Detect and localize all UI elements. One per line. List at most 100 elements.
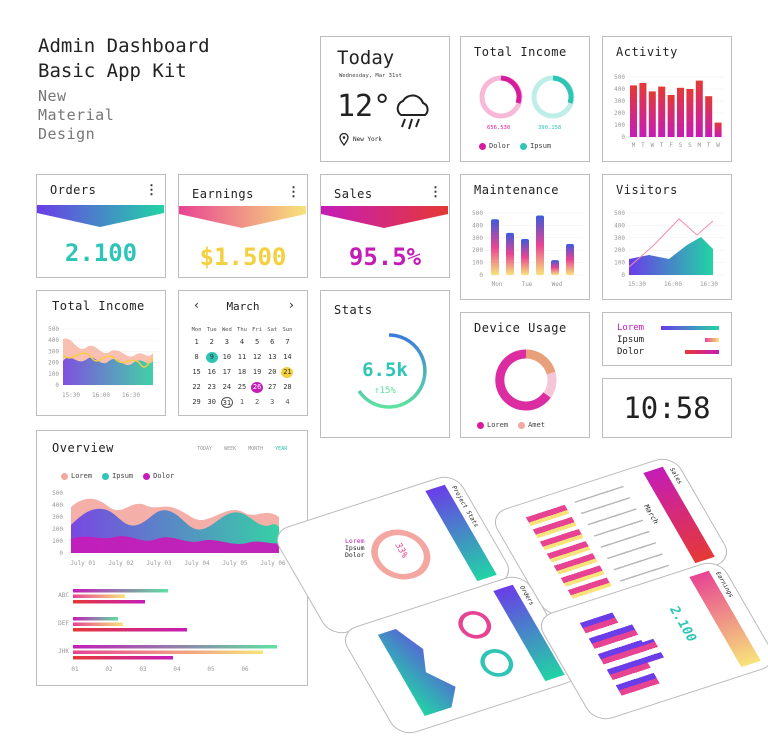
calendar-day[interactable]: 2 [209,338,214,346]
calendar-day[interactable]: 22 [192,383,201,391]
calendar-day[interactable]: 5 [255,338,260,346]
today-card[interactable]: Today Wednesday, Mar 31st 12° New York [320,36,450,162]
subtitle-line-2: Material [38,106,115,124]
visitors-card[interactable]: Visitors 500 400 300 200 100 0 15:30 16:00 16:30 [602,174,732,300]
x-tick-label: 15:30 [628,281,646,288]
calendar-day[interactable]: 9 [204,352,219,363]
overview-card[interactable]: Overview TODAY WEEK MONTH YEAR Lorem Ips… [36,430,308,686]
calendar-day[interactable]: 14 [283,353,292,361]
calendar-day[interactable]: 18 [237,368,247,376]
overview-bar-chart: ABC DEF JHK 01 02 03 04 05 06 [58,589,277,673]
calendar-day[interactable]: 1 [194,338,199,346]
calendar-day[interactable]: 26 [251,382,264,393]
activity-bar [667,95,675,137]
clock-time: 10:58 [623,391,711,425]
maintenance-bar [521,239,529,275]
clock-card[interactable]: 10:58 [602,378,732,438]
stats-card[interactable]: Stats 6.5k ↑15% [320,290,450,438]
device-usage-card[interactable]: Device Usage Lorem Amet [460,312,590,438]
phone-donut [452,607,497,643]
calendar-day[interactable]: 20 [268,368,277,376]
calendar-day[interactable]: 27 [268,383,277,391]
y-tick-label: 300 [472,235,483,242]
tab-today[interactable]: TODAY [197,446,213,452]
calendar-day[interactable]: 2 [255,398,260,406]
earnings-banner [179,206,306,228]
maintenance-card[interactable]: Maintenance 500 400 300 200 100 0 Mon Tue Wed [460,174,590,300]
calendar-day[interactable]: 17 [222,368,232,376]
y-tick-label: 100 [614,122,625,129]
legend-row: Dolor [617,347,645,357]
title-line-2: Basic App Kit [38,60,187,82]
x-tick-label: T [707,142,711,149]
calendar-weekday: Thu [237,327,247,333]
y-tick-label: 400 [472,222,483,229]
bar-group-label: DEF [58,620,69,627]
calendar-day[interactable]: 11 [237,353,247,361]
y-tick-label: 500 [48,326,59,333]
calendar-day[interactable]: 19 [252,368,262,376]
more-options-icon[interactable]: ⋮ [287,185,300,200]
x-tick-label: 06 [241,666,249,673]
calendar-day[interactable]: 10 [222,353,232,361]
calendar-day[interactable]: 16 [207,368,216,376]
x-tick-label: S [679,142,683,149]
next-month-icon[interactable]: › [287,298,295,312]
calendar-day[interactable]: 8 [194,353,199,361]
page-subtitle: New Material Design [38,87,114,144]
calendar-weekday: Tue [206,327,217,333]
calendar-day[interactable]: 24 [222,383,232,391]
y-tick-label: 500 [472,210,483,217]
calendar-day[interactable]: 28 [283,383,292,391]
x-tick-label: 05 [207,666,215,673]
more-options-icon[interactable]: ⋮ [145,183,158,198]
x-tick-label: S [688,142,692,149]
tab-week[interactable]: WEEK [224,446,237,452]
calendar-day[interactable]: 12 [252,353,262,361]
orders-card[interactable]: Orders ⋮ 2.100 [36,174,166,278]
prev-month-icon[interactable]: ‹ [193,298,201,312]
activity-bar [705,96,713,137]
calendar-day[interactable]: 29 [192,398,201,406]
sales-card[interactable]: Sales ⋮ 95.5% [320,174,450,278]
calendar-day[interactable]: 31 [220,397,233,408]
calendar-day[interactable]: 15 [192,368,201,376]
more-options-icon[interactable]: ⋮ [429,185,442,200]
calendar-month: March [226,300,260,313]
calendar-day[interactable]: 3 [224,338,229,346]
earnings-card[interactable]: Earnings ⋮ $1.500 [178,174,308,278]
calendar-day[interactable]: 25 [237,383,247,391]
legend-item: Amet [518,421,545,429]
y-tick-label: 200 [472,247,483,254]
y-tick-label: 100 [48,371,59,378]
activity-card[interactable]: Activity 500 400 300 200 100 0 M T W T F S S M T W [602,36,732,162]
y-tick-label: 0 [621,272,625,279]
legend-item: Ipsum [345,544,365,552]
calendar-day[interactable]: 13 [268,353,277,361]
visitors-line [628,218,714,268]
calendar-day[interactable]: 3 [270,398,275,406]
legend-item: Lorem [61,472,92,480]
legend-card[interactable]: Lorem Ipsum Dolor [602,312,732,366]
tab-year[interactable]: YEAR [275,446,288,452]
calendar-day[interactable]: 7 [285,338,290,346]
calendar-card[interactable]: ‹ March › Mon Tue Wed Thu Fri Sat Sun 1 2 3 4 5 6 7 8 9… [178,290,308,416]
y-tick-label: 200 [52,526,63,533]
calendar-day[interactable]: 30 [207,398,216,406]
calendar-day[interactable]: 1 [239,398,245,406]
calendar-day[interactable]: 21 [281,367,294,378]
legend-item: Ipsum [520,142,551,150]
tab-month[interactable]: MONTH [248,446,264,452]
y-tick-label: 400 [614,86,625,93]
overview-hbar [73,628,187,632]
overview-hbar [73,656,173,660]
x-tick-label: July 01 [70,560,96,567]
total-income-area-card[interactable]: Total Income 500 400 300 200 100 0 15:30 16:00 1… [36,290,166,416]
calendar-day[interactable]: 4 [285,398,290,406]
calendar-day[interactable]: 4 [239,338,245,346]
total-income-donut-card[interactable]: Total Income 656.530 390.158 Dolor Ipsum [460,36,590,162]
calendar-day[interactable]: 23 [207,383,216,391]
calendar-day[interactable]: 6 [270,338,275,346]
y-tick-label: 200 [614,247,625,254]
x-tick-label: W [716,142,720,149]
